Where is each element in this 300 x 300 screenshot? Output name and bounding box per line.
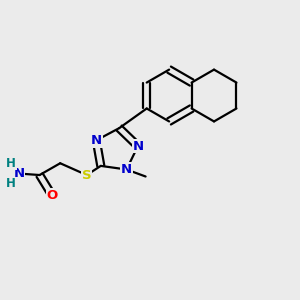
Text: N: N [14,167,25,180]
Text: H: H [6,157,16,170]
Text: H: H [6,177,16,190]
Text: N: N [121,163,132,176]
Text: N: N [91,134,102,147]
Text: O: O [46,189,58,202]
Text: S: S [82,169,92,182]
Text: N: N [132,140,143,153]
